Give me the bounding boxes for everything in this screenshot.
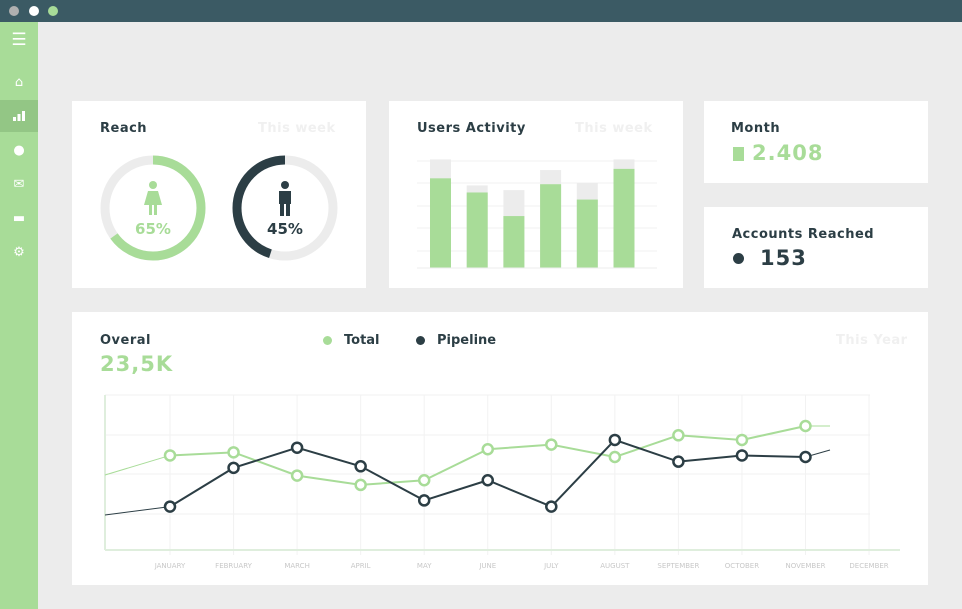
sidebar: ☰ ⌂ ● ✉ ▬ ⚙ [0,22,38,609]
users-activity-chart [417,159,657,269]
legend-label-total: Total [344,333,380,348]
accounts-value: 153 [760,246,807,270]
menu-icon[interactable]: ☰ [11,30,27,50]
users-activity-title: Users Activity [417,121,526,136]
bar-value [540,184,562,268]
month-card: Month 2.408 [704,101,928,183]
x-tick-label: FEBRUARY [215,562,252,570]
user-icon [733,253,744,264]
legend-dot-pipeline [416,336,425,345]
bar-value [466,192,488,268]
home-icon[interactable]: ⌂ [14,74,24,90]
overall-value: 23,5K [100,352,174,376]
bar-value [503,216,525,268]
window-minimize-button[interactable] [29,6,39,16]
reach-title: Reach [100,121,148,136]
mail-icon[interactable]: ✉ [13,176,25,192]
female-donut-arc [100,155,206,261]
accounts-title: Accounts Reached [732,227,875,242]
overall-card: Overal 23,5K This Year Total Pipeline [72,312,928,585]
book-icon [733,147,744,161]
x-tick-label: DECEMBER [849,562,889,570]
users-activity-card: Users Activity This week [389,101,683,288]
male-percent: 45% [267,220,303,238]
overall-title: Overal [100,333,151,348]
x-tick-label: JANUARY [154,562,186,570]
male-icon [279,181,291,216]
bar-chart-icon[interactable] [0,100,38,132]
overall-period: This Year [836,333,908,348]
x-tick-label: JUNE [479,562,497,570]
x-tick-label: AUGUST [600,562,630,570]
x-tick-label: OCTOBER [724,562,760,570]
reach-card: Reach This week 65% 45% [72,101,366,288]
x-tick-label: SEPTEMBER [657,562,700,570]
x-tick-label: MARCH [284,562,310,570]
bar-value [430,178,451,268]
window-titlebar [0,0,962,22]
folder-icon[interactable]: ▬ [12,210,26,226]
month-value: 2.408 [752,141,824,165]
users-activity-period: This week [575,121,653,136]
female-percent: 65% [135,220,171,238]
legend-total[interactable]: Total [323,333,380,348]
bar-value [576,199,598,268]
window-close-button[interactable] [9,6,19,16]
accounts-card: Accounts Reached 153 [704,207,928,288]
bar-value [613,168,635,268]
female-icon [144,181,162,215]
users-icon[interactable]: ● [13,142,25,158]
x-tick-label: APRIL [350,562,371,570]
month-title: Month [731,121,781,136]
x-tick-label: MAY [416,562,432,570]
window-maximize-button[interactable] [48,6,58,16]
reach-period: This week [258,121,336,136]
reach-donuts [100,155,338,261]
x-tick-label: JULY [544,562,559,570]
legend-dot-total [323,336,332,345]
male-donut-arc [232,155,338,261]
gear-icon[interactable]: ⚙ [13,244,25,260]
legend-pipeline[interactable]: Pipeline [416,333,496,348]
x-tick-label: NOVEMBER [785,562,826,570]
legend-label-pipeline: Pipeline [437,333,497,348]
